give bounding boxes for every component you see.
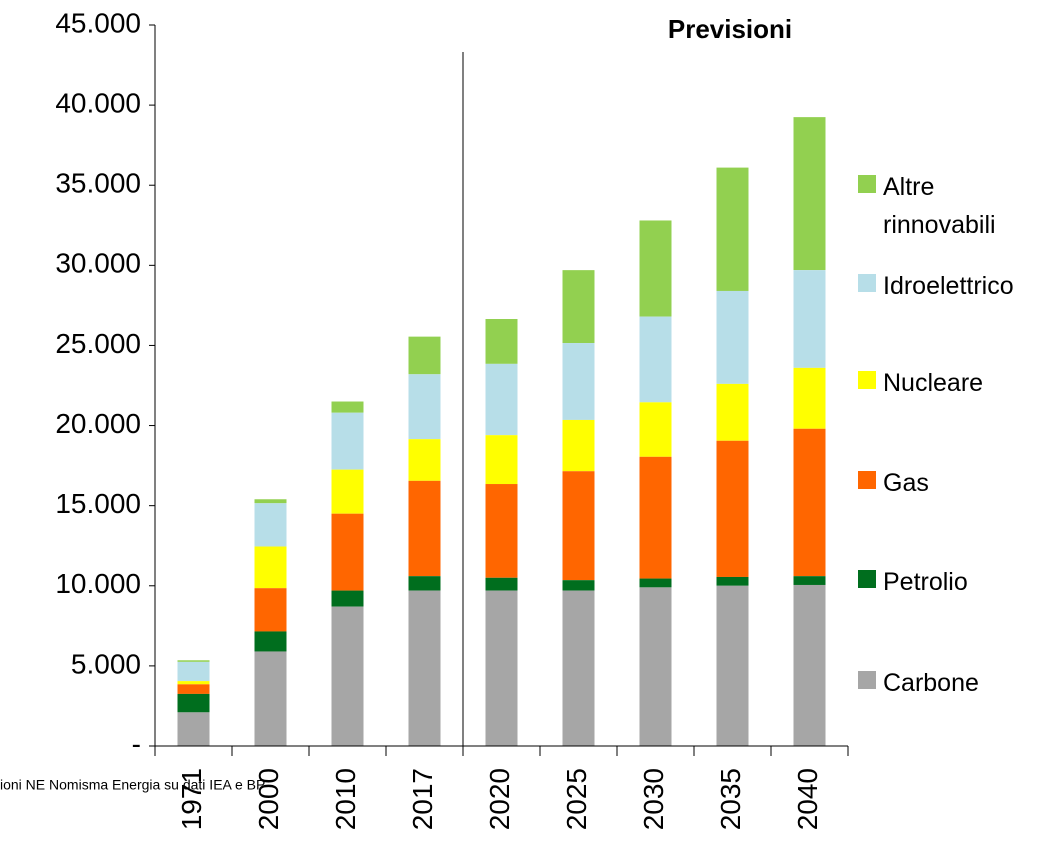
legend-label: Nucleare (883, 369, 984, 397)
bar-segment (639, 402, 672, 457)
bar-segment (331, 412, 364, 470)
bar-segment (716, 167, 749, 291)
bar-segment (793, 428, 826, 577)
bar-segment (485, 363, 518, 436)
bar-segment (177, 712, 210, 746)
bar-segment (793, 584, 826, 746)
bar-segment (716, 576, 749, 586)
bar-segment (716, 383, 749, 441)
y-tick-label: - (132, 728, 141, 759)
bar-segment (639, 578, 672, 588)
bar-segment (177, 684, 210, 694)
bar-segment (254, 546, 287, 589)
x-tick-label: 2040 (792, 768, 823, 830)
bar-segment (331, 590, 364, 607)
y-tick-label: 5.000 (71, 648, 141, 679)
bar-segment (408, 439, 441, 481)
x-tick-label: 2020 (484, 768, 515, 830)
bar-segment (639, 587, 672, 746)
legend-swatch (858, 175, 876, 193)
bar-segment (485, 319, 518, 364)
legend-item: Idroelettrico (858, 267, 1048, 305)
bar-segment (639, 220, 672, 317)
bar-segment (408, 590, 441, 746)
x-tick-label: 2010 (330, 768, 361, 830)
y-tick-label: 40.000 (55, 88, 141, 119)
bar-segment (331, 469, 364, 514)
bar-segment (408, 374, 441, 440)
bar-segment (793, 367, 826, 429)
bar-segment (562, 590, 595, 746)
y-tick-label: 45.000 (55, 7, 141, 38)
bar-segment (177, 693, 210, 713)
x-tick-label: 2025 (561, 768, 592, 830)
legend-swatch (858, 671, 876, 689)
legend-item: Nucleare (858, 364, 1048, 402)
bar-segment (177, 681, 210, 685)
x-tick-label: 2035 (715, 768, 746, 830)
legend-swatch (858, 471, 876, 489)
legend-label: Idroelettrico (883, 272, 1014, 300)
bar-segment (254, 588, 287, 632)
legend-item: Gas (858, 464, 1048, 502)
x-tick-label: 2030 (638, 768, 669, 830)
legend-label: Petrolio (883, 568, 968, 596)
bar-segment (793, 270, 826, 368)
bar-segment (177, 661, 210, 682)
legend-label: Gas (883, 469, 929, 497)
bar-segment (254, 499, 287, 504)
bar-segment (485, 435, 518, 485)
bar-segment (639, 316, 672, 403)
bar-segment (177, 660, 210, 662)
bar-segment (562, 419, 595, 472)
x-tick-label: 1971 (176, 768, 207, 830)
bar-segment (254, 503, 287, 547)
y-tick-label: 20.000 (55, 408, 141, 439)
bar-segment (562, 270, 595, 344)
legend-swatch (858, 274, 876, 292)
bar-segment (331, 513, 364, 591)
legend-label: Altre rinnovabili (883, 173, 996, 239)
bar-segment (485, 484, 518, 578)
bar-segment (485, 577, 518, 591)
x-tick-label: 2017 (407, 768, 438, 830)
bar-segment (562, 343, 595, 420)
x-tick-label: 2000 (253, 768, 284, 830)
bar-segment (716, 440, 749, 577)
legend-item: Carbone (858, 664, 1048, 702)
bar-segment (793, 117, 826, 271)
legend-swatch (858, 371, 876, 389)
bar-segment (331, 401, 364, 413)
source-note: ioni NE Nomisma Energia su dati IEA e BP (0, 777, 265, 793)
bar-segment (793, 576, 826, 585)
legend-label: Carbone (883, 669, 979, 697)
y-tick-label: 30.000 (55, 248, 141, 279)
legend-item: Altre rinnovabili (858, 168, 1048, 244)
legend-item: Petrolio (858, 563, 1048, 601)
y-tick-label: 25.000 (55, 328, 141, 359)
bar-segment (254, 631, 287, 652)
bar-segment (408, 576, 441, 591)
forecast-label: Previsioni (668, 14, 792, 44)
y-tick-label: 35.000 (55, 168, 141, 199)
bar-segment (562, 471, 595, 581)
y-tick-label: 10.000 (55, 568, 141, 599)
bar-segment (408, 336, 441, 375)
bar-segment (254, 651, 287, 746)
legend-swatch (858, 570, 876, 588)
y-tick-label: 15.000 (55, 488, 141, 519)
bar-segment (485, 590, 518, 746)
bar-segment (716, 290, 749, 384)
bar-segment (639, 456, 672, 579)
bar-segment (562, 580, 595, 591)
bar-segment (408, 480, 441, 577)
bar-segment (331, 606, 364, 746)
bar-segment (716, 585, 749, 746)
